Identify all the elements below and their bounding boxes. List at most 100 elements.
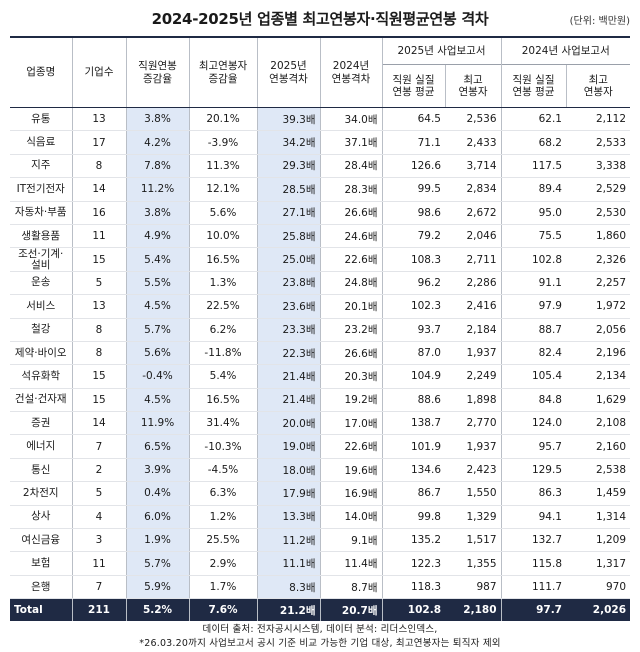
top-earner-2025: 1,937 [445, 434, 501, 459]
top-earner-2025: 2,672 [445, 201, 501, 225]
company-count: 7 [71, 434, 126, 459]
total-emp-2025: 102.8 [381, 598, 445, 622]
top-growth: 20.1% [188, 107, 257, 132]
top-growth: 6.3% [188, 481, 257, 506]
emp-growth: 4.9% [125, 224, 189, 249]
top-earner-2025: 2,433 [445, 130, 501, 155]
company-count: 15 [71, 388, 126, 413]
gap-2025: 11.1배 [256, 551, 320, 576]
industry-name: 보험 [10, 551, 72, 576]
table-header: 업종명 기업수 직원연봉 증감율 최고연봉자 증감율 2025년 연봉격차 2024년… [10, 36, 630, 108]
top-earner-2025: 2,536 [445, 107, 501, 132]
emp-growth: 5.4% [125, 247, 189, 272]
top-earner-2025: 1,517 [445, 528, 501, 553]
emp-growth: 4.5% [125, 388, 189, 413]
gap-2025: 13.3배 [256, 505, 320, 530]
industry-name: 조선·기계·설비 [10, 247, 72, 272]
industry-name: 통신 [10, 458, 72, 483]
table-row: 식음료 17 4.2% -3.9% 34.2배 37.1배 71.1 2,433 68.2 2,5… [10, 130, 630, 155]
emp-avg-2025: 93.7 [381, 318, 445, 342]
header-top-earner-2025: 최고 연봉자 [444, 64, 501, 108]
table-row: 2차전지 5 0.4% 6.3% 17.9배 16.9배 86.7 1,550 86.3 1,45… [10, 481, 630, 506]
emp-avg-2025: 108.3 [381, 247, 445, 272]
emp-avg-2024: 89.4 [500, 177, 566, 202]
top-earner-2025: 3,714 [445, 154, 501, 179]
top-growth: 16.5% [188, 247, 257, 272]
emp-avg-2024: 129.5 [500, 458, 566, 483]
header-emp-avg-2024: 직원 실질 연봉 평균 [500, 64, 566, 108]
emp-avg-2025: 98.6 [381, 201, 445, 225]
gap-2025: 23.6배 [256, 294, 320, 319]
gap-2025: 25.0배 [256, 247, 320, 272]
top-growth: 11.3% [188, 154, 257, 179]
emp-avg-2024: 132.7 [500, 528, 566, 553]
gap-2024: 17.0배 [319, 411, 382, 436]
gap-2025: 22.3배 [256, 341, 320, 366]
gap-2024: 34.0배 [319, 107, 382, 132]
top-growth: -4.5% [188, 458, 257, 483]
table-row: 지주 8 7.8% 11.3% 29.3배 28.4배 126.6 3,714 117.5 3,3… [10, 154, 630, 179]
page-title: 2024-2025년 업종별 최고연봉자·직원평균연봉 격차 [151, 10, 489, 28]
top-earner-2025: 1,550 [445, 481, 501, 506]
gap-2024: 26.6배 [319, 341, 382, 366]
gap-2024: 22.6배 [319, 247, 382, 272]
top-earner-2025: 2,046 [445, 224, 501, 249]
emp-avg-2024: 75.5 [500, 224, 566, 249]
emp-growth: 3.9% [125, 458, 189, 483]
industry-name: 철강 [10, 318, 72, 342]
company-count: 15 [71, 364, 126, 389]
total-gap-2025: 21.2배 [256, 598, 320, 622]
emp-avg-2025: 71.1 [381, 130, 445, 155]
gap-2025: 23.8배 [256, 271, 320, 296]
company-count: 5 [71, 271, 126, 296]
gap-2025: 21.4배 [256, 388, 320, 413]
company-count: 5 [71, 481, 126, 506]
header-emp-avg-2025: 직원 실질 연봉 평균 [381, 64, 445, 108]
top-earner-2025: 2,423 [445, 458, 501, 483]
table-row: 철강 8 5.7% 6.2% 23.3배 23.2배 93.7 2,184 88.7 2,056 [10, 318, 630, 342]
table-row: 유통 13 3.8% 20.1% 39.3배 34.0배 64.5 2,536 62.1 2,11… [10, 107, 630, 132]
emp-avg-2024: 84.8 [500, 388, 566, 413]
company-count: 3 [71, 528, 126, 553]
gap-2025: 39.3배 [256, 107, 320, 132]
emp-avg-2025: 135.2 [381, 528, 445, 553]
industry-name: 건설·건자재 [10, 388, 72, 413]
top-growth: 10.0% [188, 224, 257, 249]
emp-growth: 5.6% [125, 341, 189, 366]
industry-name: 상사 [10, 505, 72, 530]
top-growth: -10.3% [188, 434, 257, 459]
table-row: 은행 7 5.9% 1.7% 8.3배 8.7배 118.3 987 111.7 970 [10, 575, 630, 600]
table-row: 보험 11 5.7% 2.9% 11.1배 11.4배 122.3 1,355 115.8 1,3… [10, 551, 630, 576]
table-row: 조선·기계·설비 15 5.4% 16.5% 25.0배 22.6배 108.3 2,711 1… [10, 247, 630, 272]
table-row: 제약·바이오 8 5.6% -11.8% 22.3배 26.6배 87.0 1,937 82.4… [10, 341, 630, 366]
table-row: 건설·건자재 15 4.5% 16.5% 21.4배 19.2배 88.6 1,898 84.8… [10, 388, 630, 413]
title-bar: 2024-2025년 업종별 최고연봉자·직원평균연봉 격차 (단위: 백만원) [0, 0, 640, 36]
gap-2024: 11.4배 [319, 551, 382, 576]
emp-avg-2024: 68.2 [500, 130, 566, 155]
industry-name: 지주 [10, 154, 72, 179]
emp-growth: 0.4% [125, 481, 189, 506]
top-earner-2024: 2,160 [566, 434, 630, 459]
emp-avg-2024: 95.0 [500, 201, 566, 225]
criteria-note: *26.03.20까지 사업보고서 공시 기준 비교 가능한 기업 대상, 최고… [139, 638, 501, 649]
top-earner-2025: 2,834 [445, 177, 501, 202]
company-count: 4 [71, 505, 126, 530]
unit-label: (단위: 백만원) [569, 16, 630, 27]
gap-2024: 22.6배 [319, 434, 382, 459]
company-count: 7 [71, 575, 126, 600]
top-earner-2024: 2,538 [566, 458, 630, 483]
top-earner-2025: 2,249 [445, 364, 501, 389]
top-earner-2024: 2,134 [566, 364, 630, 389]
header-emp-growth: 직원연봉 증감율 [125, 36, 189, 108]
source-note: 데이터 출처: 전자공시시스템, 데이터 분석: 리더스인덱스, [202, 624, 438, 635]
company-count: 15 [71, 247, 126, 272]
table-row: 운송 5 5.5% 1.3% 23.8배 24.8배 96.2 2,286 91.1 2,257 [10, 271, 630, 296]
top-earner-2024: 2,108 [566, 411, 630, 436]
gap-2024: 20.1배 [319, 294, 382, 319]
top-growth: 25.5% [188, 528, 257, 553]
top-earner-2024: 1,972 [566, 294, 630, 319]
top-earner-2025: 987 [445, 575, 501, 600]
table-footer: Total 211 5.2% 7.6% 21.2배 20.7배 102.8 2,… [10, 598, 630, 622]
total-top-2025: 2,180 [445, 598, 501, 622]
industry-name: 에너지 [10, 434, 72, 459]
